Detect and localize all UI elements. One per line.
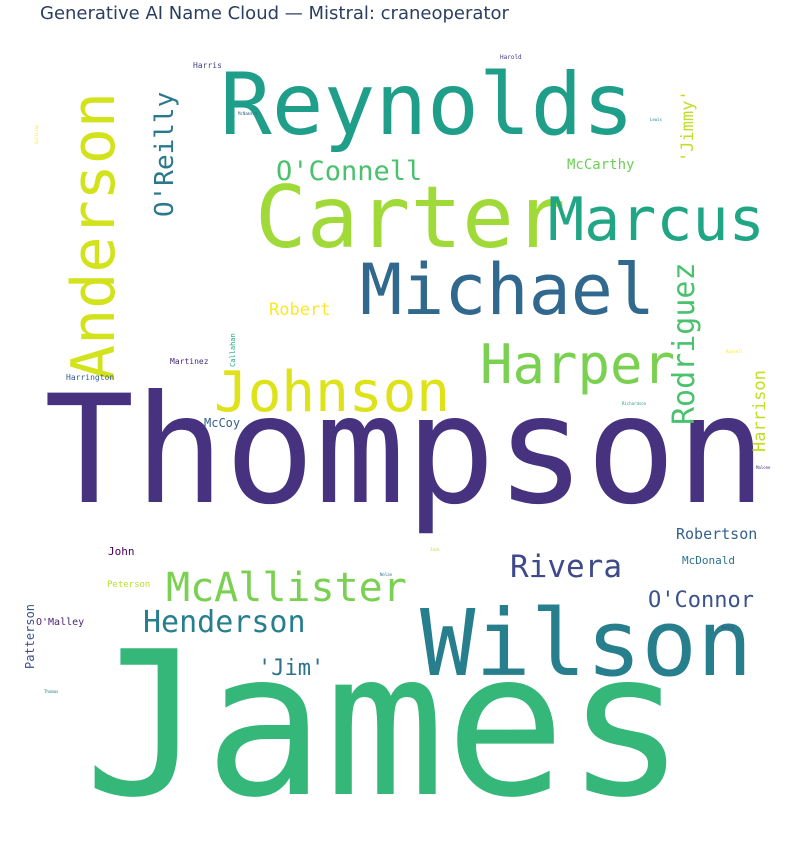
- word-mcallister: McAllister: [166, 565, 407, 611]
- word-anderson: Anderson: [59, 92, 129, 381]
- word-cloud: James Thompson Wilson Reynolds Carter Michael…: [23, 54, 771, 826]
- word-carter: Carter: [255, 168, 566, 268]
- word-robert: Robert: [269, 300, 331, 320]
- word-harrison: Harrison: [750, 370, 770, 452]
- word-o-connor: O'Connor: [648, 588, 754, 613]
- word-johnson: Johnson: [214, 360, 451, 425]
- word-o-connell: O'Connell: [276, 156, 423, 187]
- word-robertson: Robertson: [676, 525, 758, 543]
- word-nolan: Nolan: [380, 572, 393, 577]
- word-mcdonald: McDonald: [682, 554, 735, 567]
- word-o-reilly: O'Reilly: [150, 91, 180, 217]
- word-russell: Russell: [726, 349, 743, 354]
- word-mccarthy: McCarthy: [567, 157, 635, 173]
- word-callahan: Callahan: [229, 333, 237, 367]
- word-patterson: Patterson: [23, 603, 37, 669]
- word-harold: Harold: [500, 54, 522, 61]
- word-martinez: Martinez: [170, 357, 209, 366]
- word-harper: Harper: [480, 333, 676, 396]
- chart-title: Generative AI Name Cloud — Mistral: cran…: [40, 3, 509, 24]
- word-michael: Michael: [360, 249, 656, 331]
- word-wilson: Wilson: [420, 590, 753, 697]
- word-mcnamara: McNamara: [238, 111, 258, 116]
- word-mccoy: McCoy: [204, 416, 241, 430]
- word-o-malley: O'Malley: [36, 617, 85, 628]
- word-marcus: Marcus: [548, 185, 765, 255]
- word-jim: 'Jim': [258, 656, 325, 681]
- word-rodriguez: Rodriguez: [667, 262, 702, 425]
- word-kelly: Kelly: [722, 625, 735, 630]
- word-harris: Harris: [193, 61, 222, 70]
- word-lewis: Lewis: [650, 117, 663, 122]
- word-peterson: Peterson: [107, 580, 151, 590]
- word-rivera: Rivera: [510, 549, 622, 585]
- word-reynolds: Reynolds: [220, 55, 635, 155]
- word-thomas: Thomas: [44, 689, 59, 694]
- word-thompson: Thompson: [44, 364, 767, 538]
- word-jimmy: 'Jimmy': [678, 90, 698, 162]
- word-richardson: Richardson: [622, 401, 647, 406]
- word-malone: Malone: [756, 465, 771, 470]
- word-henderson: Henderson: [143, 605, 306, 640]
- word-james: James: [84, 609, 687, 842]
- word-john: John: [108, 545, 135, 558]
- word-harrington: Harrington: [66, 373, 115, 382]
- word-jack: Jack: [430, 547, 440, 552]
- word-sullivan: Sullivan: [34, 124, 39, 144]
